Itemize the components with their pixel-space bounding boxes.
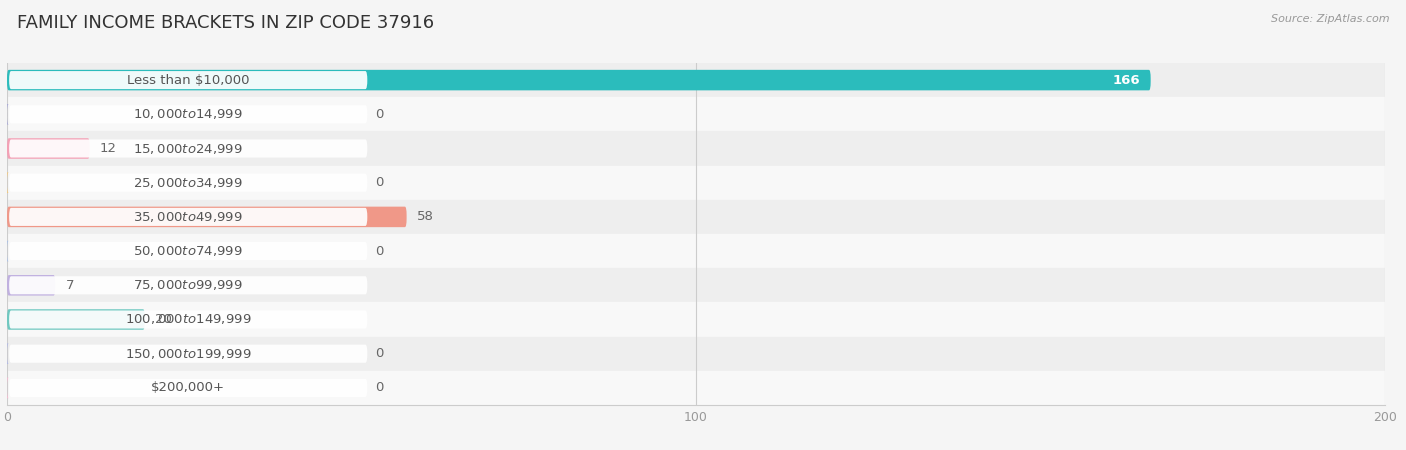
Text: Source: ZipAtlas.com: Source: ZipAtlas.com (1271, 14, 1389, 23)
FancyBboxPatch shape (7, 309, 145, 330)
Text: $15,000 to $24,999: $15,000 to $24,999 (134, 141, 243, 156)
FancyBboxPatch shape (8, 208, 367, 226)
FancyBboxPatch shape (6, 378, 8, 398)
FancyBboxPatch shape (8, 174, 367, 192)
Bar (7, 200, 1385, 234)
Bar (7, 268, 1385, 302)
FancyBboxPatch shape (6, 241, 8, 261)
FancyBboxPatch shape (6, 104, 8, 125)
Text: 58: 58 (418, 211, 434, 223)
FancyBboxPatch shape (8, 242, 367, 260)
Bar (7, 63, 1385, 97)
Text: $25,000 to $34,999: $25,000 to $34,999 (134, 176, 243, 190)
FancyBboxPatch shape (8, 379, 367, 397)
FancyBboxPatch shape (6, 172, 8, 193)
Bar (7, 131, 1385, 166)
Text: $35,000 to $49,999: $35,000 to $49,999 (134, 210, 243, 224)
Bar (7, 302, 1385, 337)
Text: 0: 0 (375, 347, 384, 360)
Text: 20: 20 (155, 313, 172, 326)
FancyBboxPatch shape (8, 345, 367, 363)
Text: 166: 166 (1112, 74, 1140, 86)
Bar (7, 166, 1385, 200)
Text: $75,000 to $99,999: $75,000 to $99,999 (134, 278, 243, 293)
Text: 7: 7 (66, 279, 75, 292)
FancyBboxPatch shape (8, 310, 367, 328)
Bar (7, 371, 1385, 405)
FancyBboxPatch shape (8, 276, 367, 294)
Bar (7, 234, 1385, 268)
Text: 0: 0 (375, 108, 384, 121)
Bar (7, 97, 1385, 131)
FancyBboxPatch shape (8, 71, 367, 89)
Text: $10,000 to $14,999: $10,000 to $14,999 (134, 107, 243, 122)
FancyBboxPatch shape (7, 138, 90, 159)
FancyBboxPatch shape (8, 105, 367, 123)
FancyBboxPatch shape (7, 275, 55, 296)
Text: $100,000 to $149,999: $100,000 to $149,999 (125, 312, 252, 327)
Text: $200,000+: $200,000+ (152, 382, 225, 394)
Text: 0: 0 (375, 245, 384, 257)
Text: FAMILY INCOME BRACKETS IN ZIP CODE 37916: FAMILY INCOME BRACKETS IN ZIP CODE 37916 (17, 14, 434, 32)
FancyBboxPatch shape (8, 140, 367, 158)
Text: 0: 0 (375, 176, 384, 189)
Text: $50,000 to $74,999: $50,000 to $74,999 (134, 244, 243, 258)
FancyBboxPatch shape (6, 343, 8, 364)
Bar (7, 337, 1385, 371)
Text: Less than $10,000: Less than $10,000 (127, 74, 249, 86)
FancyBboxPatch shape (7, 207, 406, 227)
Text: $150,000 to $199,999: $150,000 to $199,999 (125, 346, 252, 361)
FancyBboxPatch shape (7, 70, 1150, 90)
Text: 0: 0 (375, 382, 384, 394)
Text: 12: 12 (100, 142, 117, 155)
